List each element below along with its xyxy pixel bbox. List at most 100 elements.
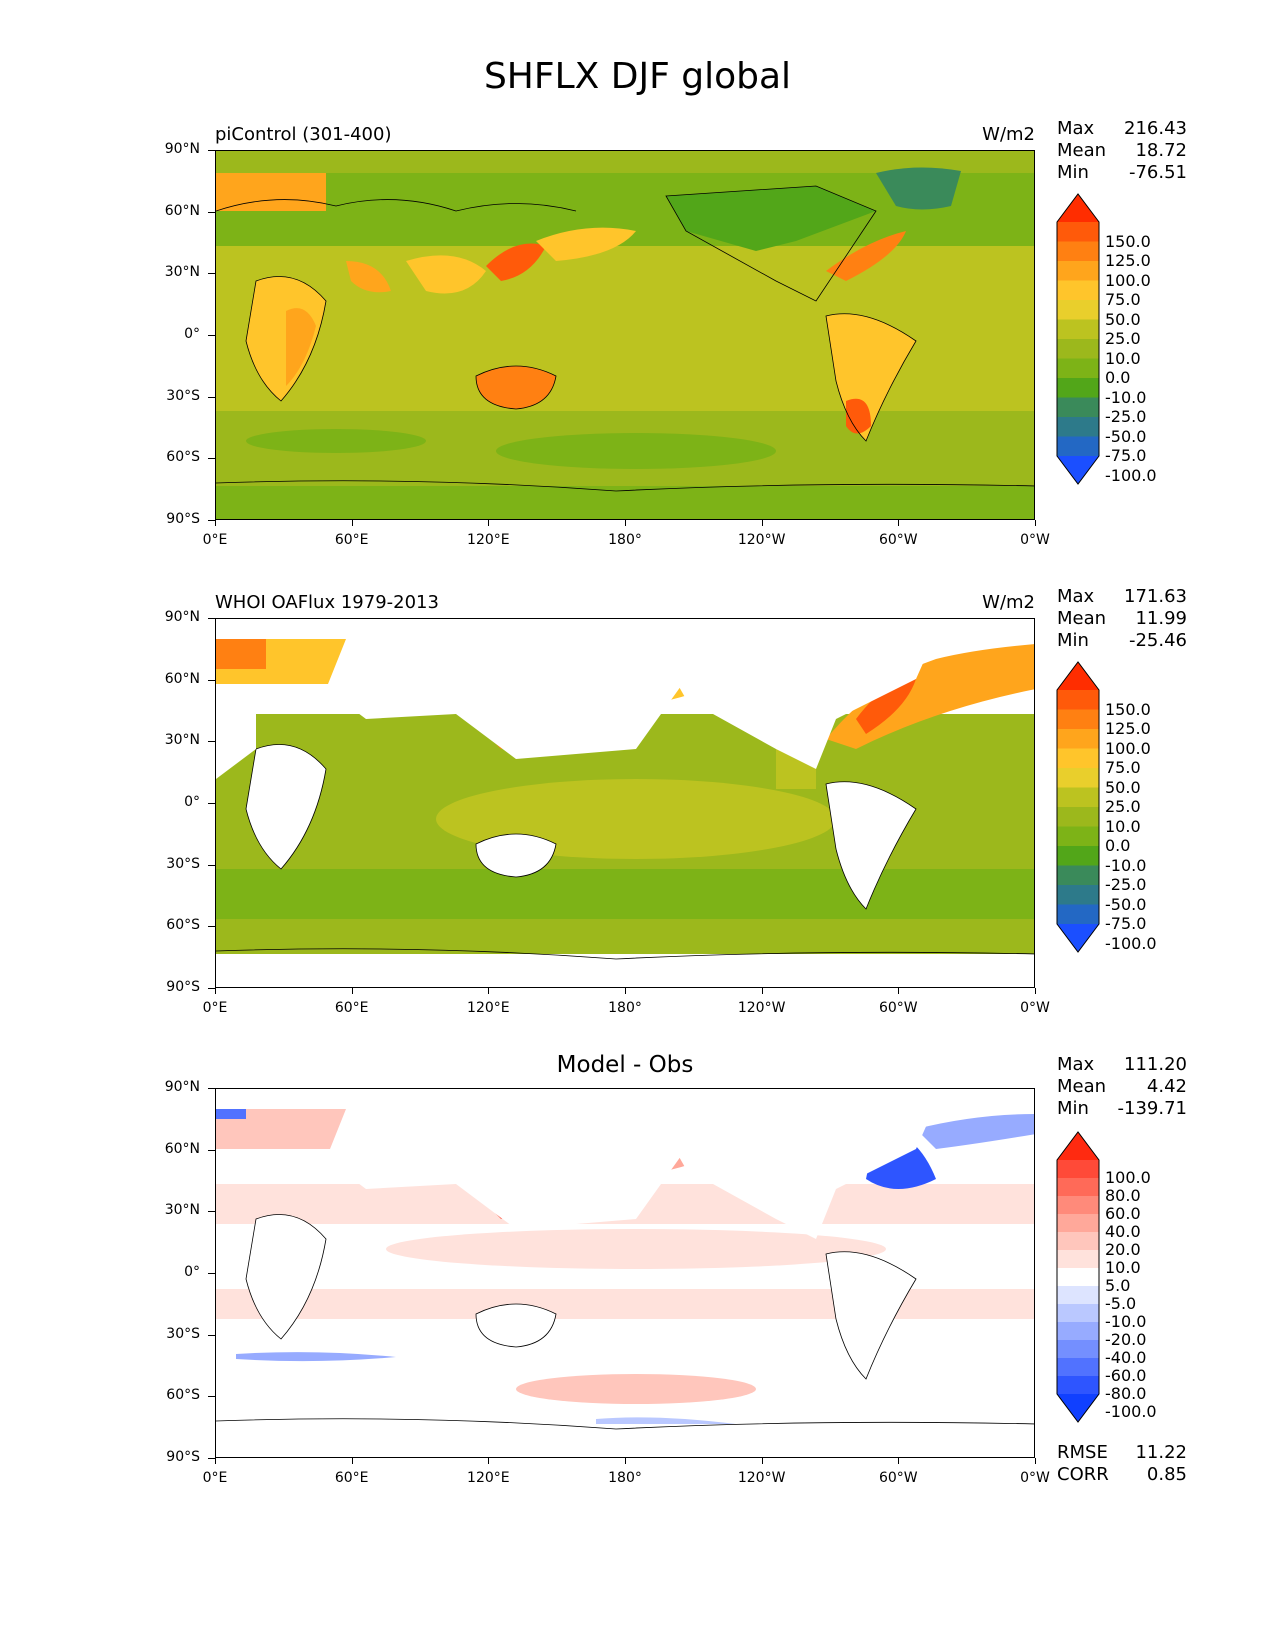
x-tick-mark [351,988,353,994]
x-tick-label: 180° [608,1000,642,1016]
map-field [216,1089,1034,1457]
map-field [216,151,1034,519]
colorbar-tick-label: 25.0 [1105,329,1141,348]
x-tick-mark [625,520,626,526]
x-tick-label: 180° [608,532,642,548]
colorbar-tick-label: -60.0 [1105,1366,1147,1385]
x-tick-mark [625,1458,626,1464]
x-tick-label: 60°E [334,532,369,548]
colorbar-segment [1057,319,1099,340]
x-tick-label: 60°W [878,1470,918,1486]
colorbar-tick-label: 40.0 [1105,1222,1141,1241]
score-value: 0.85 [1146,1464,1187,1485]
y-tick-mark [208,211,215,213]
y-tick-label: 30°N [164,1202,200,1219]
y-tick-mark [208,1396,215,1398]
colorbar-tick-label: 5.0 [1105,1276,1131,1295]
stat-label: Max [1057,1054,1095,1075]
figure-title: SHFLX DJF global [483,56,792,97]
colorbar-segment [1057,690,1099,710]
stat-value: 11.99 [1135,608,1187,629]
x-tick-mark [898,1458,900,1464]
colorbar-segment [1057,807,1099,827]
x-tick-mark [488,520,490,526]
y-tick-label: 30°S [166,855,200,872]
x-tick-mark [761,988,763,994]
colorbar-tick-label: -50.0 [1105,894,1147,914]
y-tick-mark [208,1273,215,1274]
y-tick-mark [208,926,215,928]
colorbar-segment [1057,1178,1099,1197]
x-tick-label: 120°W [737,532,786,548]
colorbar-tick-label: 100.0 [1105,738,1151,758]
x-tick-mark [351,1458,353,1464]
colorbar-tick-label: -75.0 [1105,446,1147,465]
colorbar-segment [1057,300,1099,320]
colorbar-tick-label: 10.0 [1105,816,1141,836]
score-value: 11.22 [1135,1442,1187,1463]
x-tick-mark [215,988,216,994]
panel-model: piControl (301-400) W/m2 Max 216.43 Mean 1… [0,110,1275,570]
x-tick-mark [761,520,763,526]
colorbar-tick-label: -100.0 [1105,465,1157,485]
x-tick-mark [898,988,900,994]
y-tick-mark [208,273,215,275]
colorbar-segment [1057,1358,1099,1377]
colorbar-outline [1056,1131,1100,1423]
colorbar-tick-label: -25.0 [1105,875,1147,894]
colorbar-segment [1057,417,1099,437]
colorbar-tick-label: 75.0 [1105,290,1141,309]
x-tick-label: 120°W [737,1000,786,1016]
y-tick-mark [208,396,215,398]
x-tick-mark [1035,988,1036,994]
colorbar-tick-label: -20.0 [1105,1330,1147,1349]
colorbar-tick-label: -10.0 [1105,855,1147,875]
stat-label: Min [1057,630,1089,651]
colorbar [1056,661,1100,953]
x-tick-label: 0°E [202,1000,228,1016]
y-tick-label: 60°S [166,1387,200,1404]
colorbar-tick-label: 10.0 [1105,348,1141,368]
stat-value: -76.51 [1128,162,1187,183]
colorbar-segment [1057,1376,1099,1395]
y-tick-mark [208,864,215,866]
y-tick-mark [208,458,215,460]
colorbar-tick-label: 50.0 [1105,309,1141,329]
y-tick-mark [208,520,215,521]
colorbar [1056,1131,1100,1423]
colorbar-segment [1057,339,1099,359]
colorbar-tick-label: -25.0 [1105,407,1147,426]
stat-value: -25.46 [1128,630,1187,651]
y-tick-label: 30°N [164,732,200,749]
x-tick-label: 180° [608,1470,642,1486]
colorbar-segment [1057,904,1099,925]
x-tick-mark [215,520,216,526]
x-tick-label: 0°W [1020,1000,1050,1016]
colorbar-extend-max [1057,194,1099,222]
x-tick-mark [1035,520,1036,526]
x-tick-mark [625,988,626,994]
colorbar-segment [1057,378,1099,398]
colorbar-segment [1057,436,1099,457]
colorbar-segment [1057,1322,1099,1341]
stat-value: 171.63 [1124,586,1187,607]
colorbar-segment [1057,1340,1099,1359]
colorbar-segment [1057,1268,1099,1287]
colorbar-tick-label: -10.0 [1105,1312,1147,1331]
panel-difference: Model - Obs Max 111.20 Mean 4.42 Min -139.7… [0,1046,1275,1506]
x-tick-label: 120°E [467,1470,510,1486]
x-tick-label: 60°W [878,1000,918,1016]
colorbar-segment [1057,826,1099,847]
x-tick-label: 0°W [1020,1470,1050,1486]
colorbar [1056,193,1100,485]
x-tick-label: 60°E [334,1000,369,1016]
colorbar-tick-label: -100.0 [1105,1402,1157,1421]
colorbar-tick-label: 100.0 [1105,270,1151,290]
colorbar-tick-label: 60.0 [1105,1204,1141,1223]
y-tick-label: 0° [184,794,200,810]
y-tick-mark [208,679,215,681]
colorbar-segment [1057,1286,1099,1305]
stat-value: 111.20 [1124,1054,1187,1075]
panel-stats: Max 171.63 Mean 11.99 Min -25.46 [1057,586,1187,652]
colorbar-tick-label: -50.0 [1105,426,1147,446]
